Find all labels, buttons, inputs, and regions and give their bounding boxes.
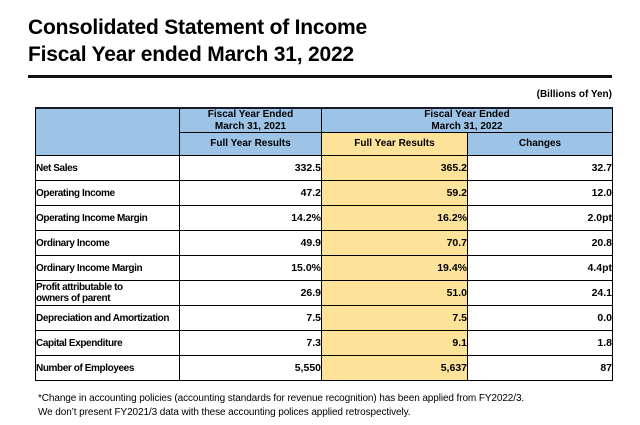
row-label: Profit attributable to owners of parent <box>35 280 180 306</box>
row-label: Depreciation and Amortization <box>35 305 180 331</box>
fy2022-value: 19.4% <box>321 255 468 281</box>
fy2022-value: 5,637 <box>321 355 468 381</box>
row-label: Number of Employees <box>35 355 180 381</box>
header-row-subheaders: Full Year Results Full Year Results Chan… <box>36 132 614 156</box>
fy2021-value: 26.9 <box>179 280 322 306</box>
table-row-ordinary-income: Ordinary Income 49.9 70.7 20.8 <box>35 230 614 256</box>
fy2022-value: 70.7 <box>321 230 468 256</box>
title-underline <box>28 75 612 78</box>
header-row-periods: Fiscal Year Ended March 31, 2021 Fiscal … <box>35 107 614 156</box>
col-group-fy2022: Fiscal Year Ended March 31, 2022 <box>320 107 614 133</box>
fy2021-value: 7.3 <box>179 330 322 356</box>
fy2021-value: 14.2% <box>179 205 322 231</box>
row-label: Operating Income <box>35 180 180 206</box>
fy2022-value: 51.0 <box>321 280 468 306</box>
change-value: 2.0pt <box>466 205 614 231</box>
fy2022-value: 7.5 <box>321 305 468 331</box>
income-statement-table: Fiscal Year Ended March 31, 2021 Fiscal … <box>35 107 614 381</box>
change-value: 12.0 <box>466 180 614 206</box>
row-label: Operating Income Margin <box>35 205 180 231</box>
table-row-number-of-employees: Number of Employees 5,550 5,637 87 <box>35 355 614 381</box>
unit-note: (Billions of Yen) <box>536 89 612 100</box>
col-group-fy2021: Fiscal Year Ended March 31, 2021 <box>179 107 322 133</box>
change-value: 20.8 <box>466 230 614 256</box>
table-row-net-sales: Net Sales 332.5 365.2 32.7 <box>35 155 614 181</box>
change-value: 32.7 <box>466 155 614 181</box>
row-label: Ordinary Income <box>35 230 180 256</box>
page-title: Consolidated Statement of Income Fiscal … <box>28 14 612 68</box>
row-label: Capital Expenditure <box>35 330 180 356</box>
change-value: 1.8 <box>466 330 614 356</box>
fy2021-value: 5,550 <box>179 355 322 381</box>
fy2021-value: 49.9 <box>179 230 322 256</box>
subheader-fy2021-results: Full Year Results <box>179 132 322 156</box>
change-value: 4.4pt <box>466 255 614 281</box>
table-row-ordinary-income-margin: Ordinary Income Margin 15.0% 19.4% 4.4pt <box>35 255 614 281</box>
title-line-1: Consolidated Statement of Income <box>28 16 367 39</box>
change-value: 0.0 <box>466 305 614 331</box>
table-row-profit-attributable: Profit attributable to owners of parent … <box>35 280 614 306</box>
corner-cell <box>35 107 180 156</box>
footnote-line-2: We don’t present FY2021/3 data with thes… <box>38 407 411 418</box>
footnote: *Change in accounting policies (accounti… <box>38 392 612 420</box>
footnote-line-1: *Change in accounting policies (accounti… <box>38 393 525 404</box>
fy2021-value: 47.2 <box>179 180 322 206</box>
change-value: 87 <box>466 355 614 381</box>
table-row-capital-expenditure: Capital Expenditure 7.3 9.1 1.8 <box>35 330 614 356</box>
fy2022-value: 9.1 <box>321 330 468 356</box>
fy2022-value: 16.2% <box>321 205 468 231</box>
row-label: Ordinary Income Margin <box>35 255 180 281</box>
table-row-operating-income: Operating Income 47.2 59.2 12.0 <box>35 180 614 206</box>
subheader-changes: Changes <box>466 132 614 156</box>
fy2021-value: 332.5 <box>179 155 322 181</box>
row-label: Net Sales <box>35 155 180 181</box>
table-row-operating-income-margin: Operating Income Margin 14.2% 16.2% 2.0p… <box>35 205 614 231</box>
fy2022-value: 59.2 <box>321 180 468 206</box>
table-row-depreciation-amortization: Depreciation and Amortization 7.5 7.5 0.… <box>35 305 614 331</box>
title-line-2: Fiscal Year ended March 31, 2022 <box>28 43 354 66</box>
fy2022-value: 365.2 <box>321 155 468 181</box>
fy2021-value: 15.0% <box>179 255 322 281</box>
fy2021-value: 7.5 <box>179 305 322 331</box>
subheader-fy2022-results: Full Year Results <box>321 132 468 156</box>
change-value: 24.1 <box>466 280 614 306</box>
